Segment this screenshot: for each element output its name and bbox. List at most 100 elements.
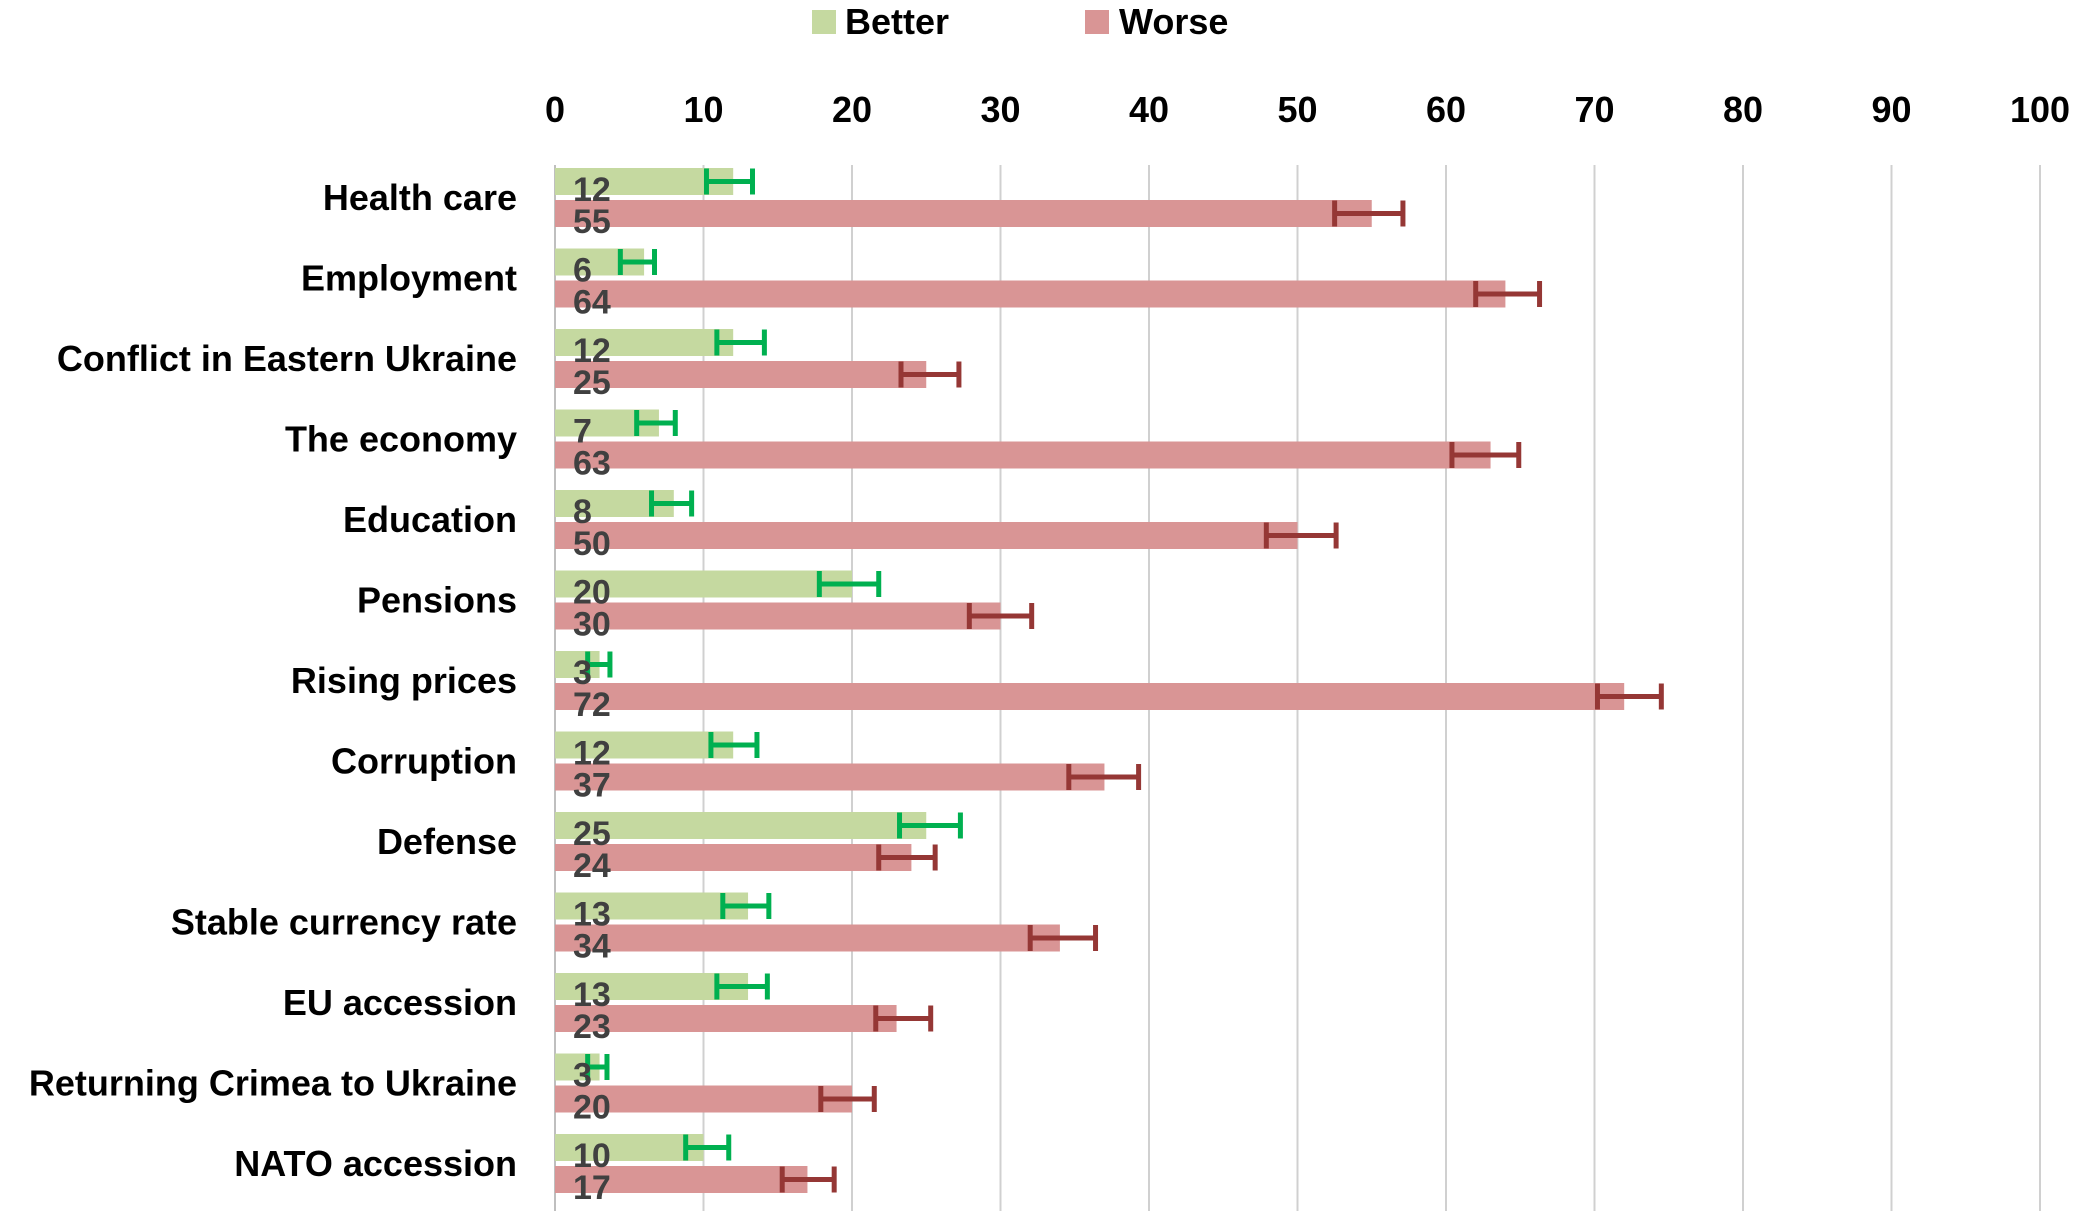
bars — [555, 168, 1625, 1193]
error-bar-better — [683, 1134, 732, 1161]
legend-swatch-worse — [1085, 10, 1109, 34]
bar-better — [555, 329, 734, 356]
bar-worse — [555, 441, 1491, 469]
error-bar-worse — [1594, 683, 1664, 710]
value-label-worse: 17 — [573, 1169, 611, 1207]
value-labels: 1255664122576385020303721237252413341323… — [573, 171, 611, 1207]
bar-worse — [555, 763, 1105, 791]
error-bar-better — [714, 329, 767, 356]
error-bar-worse — [898, 361, 962, 388]
category-label: Corruption — [331, 741, 517, 782]
bar-worse — [555, 1005, 897, 1032]
category-label: Health care — [323, 177, 517, 218]
error-bar-better — [720, 893, 772, 919]
error-bar-worse — [1473, 281, 1543, 307]
x-tick-label: 100 — [2010, 89, 2070, 130]
bar-better — [555, 892, 749, 920]
bar-worse — [555, 1085, 852, 1113]
error-bar-better — [585, 651, 613, 678]
error-bar-better — [585, 1054, 610, 1080]
category-label: Employment — [301, 258, 517, 299]
bar-worse — [555, 683, 1625, 710]
value-label-worse: 37 — [573, 767, 611, 805]
value-label-better: 12 — [573, 332, 611, 370]
category-label: NATO accession — [234, 1143, 517, 1184]
error-bar-better — [634, 410, 678, 436]
value-label-worse: 34 — [573, 928, 611, 966]
value-label-worse: 50 — [573, 525, 611, 563]
bar-worse — [555, 361, 927, 388]
legend-label-worse: Worse — [1119, 1, 1228, 42]
value-label-better: 3 — [573, 1057, 592, 1095]
value-label-better: 8 — [573, 493, 592, 531]
bar-better — [555, 812, 927, 839]
error-bar-worse — [779, 1166, 837, 1193]
value-label-worse: 30 — [573, 606, 611, 644]
bar-better — [555, 1134, 704, 1161]
value-label-worse: 23 — [573, 1008, 611, 1046]
error-bar-worse — [1449, 442, 1522, 468]
x-tick-label: 90 — [1871, 89, 1911, 130]
value-label-worse: 55 — [573, 203, 611, 241]
legend-label-better: Better — [845, 1, 949, 42]
error-bar-better — [649, 490, 695, 517]
error-bar-worse — [1332, 200, 1406, 227]
error-bar-worse — [1263, 522, 1339, 549]
bar-worse — [555, 280, 1506, 308]
value-label-worse: 72 — [573, 686, 611, 724]
category-labels: Health care Employment Conflict in Eastern… — [29, 177, 517, 1184]
category-label: Defense — [377, 821, 517, 862]
x-tick-label: 60 — [1426, 89, 1466, 130]
error-bar-better — [714, 973, 770, 1000]
x-tick-label: 40 — [1129, 89, 1169, 130]
category-label: Returning Crimea to Ukraine — [29, 1063, 517, 1104]
category-label: EU accession — [283, 982, 517, 1023]
bar-worse — [555, 602, 1001, 630]
x-tick-label: 20 — [832, 89, 872, 130]
value-label-better: 3 — [573, 654, 592, 692]
x-axis-ticks: 0 10 20 30 40 50 60 70 80 90 100 — [545, 89, 2070, 130]
error-bar-better — [703, 168, 756, 195]
bar-worse — [555, 522, 1298, 549]
value-label-worse: 25 — [573, 364, 611, 402]
error-bar-worse — [818, 1086, 877, 1112]
value-label-better: 7 — [573, 413, 592, 451]
category-label: Conflict in Eastern Ukraine — [57, 338, 517, 379]
category-label: Rising prices — [291, 660, 517, 701]
value-label-better: 6 — [573, 252, 592, 290]
value-label-better: 12 — [573, 735, 611, 773]
error-bar-worse — [1066, 764, 1142, 790]
x-tick-label: 50 — [1277, 89, 1317, 130]
category-label: The economy — [285, 419, 517, 460]
value-label-better: 25 — [573, 815, 611, 853]
bar-worse — [555, 1166, 808, 1193]
x-tick-label: 30 — [980, 89, 1020, 130]
category-label: Education — [343, 499, 517, 540]
value-label-better: 10 — [573, 1137, 611, 1175]
x-tick-label: 10 — [683, 89, 723, 130]
error-bar-worse — [966, 603, 1035, 629]
value-label-better: 13 — [573, 976, 611, 1014]
x-tick-label: 70 — [1574, 89, 1614, 130]
value-label-worse: 63 — [573, 445, 611, 483]
value-label-worse: 20 — [573, 1089, 611, 1127]
bar-worse — [555, 844, 912, 871]
value-label-worse: 24 — [573, 847, 611, 885]
error-bar-better — [617, 249, 657, 275]
x-tick-label: 80 — [1723, 89, 1763, 130]
error-bar-better — [816, 571, 882, 597]
error-bar-better — [708, 732, 760, 758]
error-bars — [585, 168, 1664, 1193]
bar-better — [555, 168, 734, 195]
bar-worse — [555, 924, 1060, 952]
x-tick-label: 0 — [545, 89, 565, 130]
value-label-better: 12 — [573, 171, 611, 209]
value-label-better: 13 — [573, 896, 611, 934]
legend: Better Worse — [812, 1, 1228, 42]
value-label-worse: 64 — [573, 284, 611, 322]
category-label: Stable currency rate — [171, 902, 517, 943]
bar-worse — [555, 200, 1372, 227]
bar-better — [555, 570, 852, 598]
value-label-better: 20 — [573, 574, 611, 612]
